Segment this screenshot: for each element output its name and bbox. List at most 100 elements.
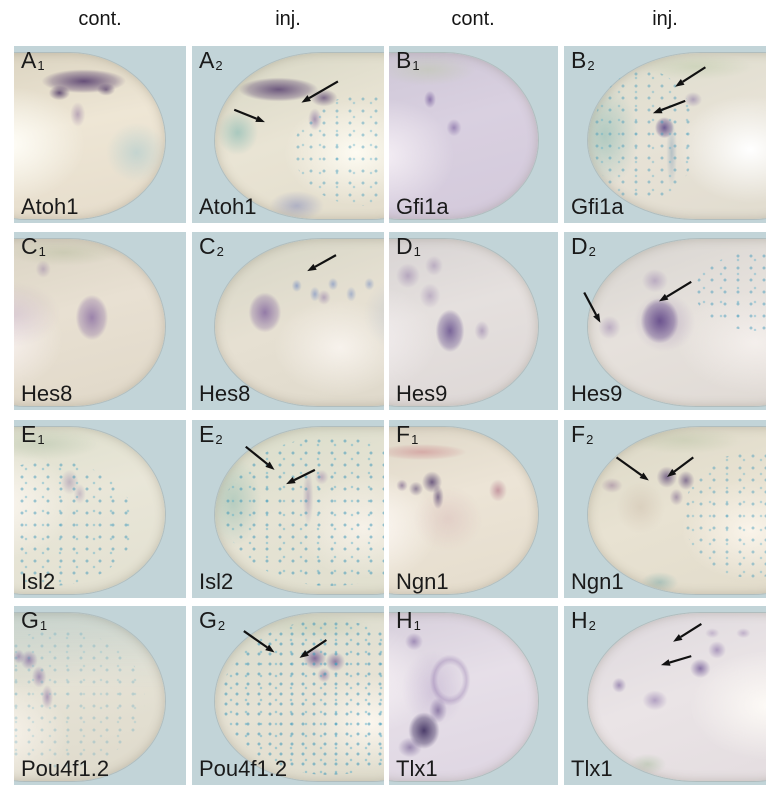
annotation-arrows xyxy=(652,66,706,114)
annotation-arrowhead xyxy=(299,650,309,658)
panel-letter: B xyxy=(571,47,587,73)
panel-letter-subscript: 2 xyxy=(216,244,224,259)
annotation-arrow xyxy=(245,445,269,466)
gene-label: Hes9 xyxy=(396,381,448,406)
panel-letter: D xyxy=(396,233,413,259)
embryo-image xyxy=(14,613,166,782)
panel-label: A2 xyxy=(199,48,223,72)
panel-A2: A2 Atoh1 xyxy=(192,46,384,223)
annotation-arrow xyxy=(306,639,328,654)
panel-letter: A xyxy=(199,47,215,73)
panel-letter-subscript: 2 xyxy=(588,618,596,633)
embryo-image xyxy=(389,427,538,595)
panel-letter-subscript: 1 xyxy=(38,244,46,259)
panel-letter-subscript: 1 xyxy=(37,58,45,73)
panel-letter: E xyxy=(199,421,215,447)
annotation-arrowhead xyxy=(265,644,275,653)
panel-F2: F2 Ngn1 xyxy=(564,420,766,598)
embryo-image xyxy=(215,239,384,407)
panel-C2: C2 Hes8 xyxy=(192,232,384,410)
embryo-image xyxy=(215,53,384,220)
column-header-inj-1: inj. xyxy=(275,8,301,30)
panel-A1: A1 Atoh1 xyxy=(14,46,186,223)
annotation-arrowhead xyxy=(652,106,663,114)
panel-label: D1 xyxy=(396,234,421,258)
panel-label: G2 xyxy=(199,608,225,632)
annotation-arrow xyxy=(669,655,692,664)
embryo-image xyxy=(588,239,766,407)
panel-letter: B xyxy=(396,47,412,73)
annotation-arrowhead xyxy=(593,313,601,323)
panel-D2: D2 Hes9 xyxy=(564,232,766,410)
gene-label: Tlx1 xyxy=(571,756,613,781)
panel-label: G1 xyxy=(21,608,47,632)
annotation-arrowhead xyxy=(265,461,275,470)
annotation-arrow xyxy=(673,456,694,473)
panel-label: C1 xyxy=(21,234,46,258)
gene-label: Ngn1 xyxy=(396,569,449,594)
panel-label: B1 xyxy=(396,48,420,72)
annotation-arrow xyxy=(660,99,686,112)
panel-letter-subscript: 1 xyxy=(37,432,45,447)
panel-letter: C xyxy=(199,233,216,259)
gene-label: Hes9 xyxy=(571,381,623,406)
column-header-cont-1: cont. xyxy=(78,8,122,30)
annotation-arrows xyxy=(660,622,702,666)
annotation-arrowhead xyxy=(286,477,296,485)
panel-label: H1 xyxy=(396,608,421,632)
panel-G1: G1 Pou4f1.2 xyxy=(14,606,186,785)
panel-B2: B2 Gfi1a xyxy=(564,46,766,223)
panel-letter: C xyxy=(21,233,38,259)
panel-letter: E xyxy=(21,421,37,447)
embryo-image xyxy=(14,427,166,595)
panel-label: C2 xyxy=(199,234,224,258)
annotation-arrow xyxy=(243,630,268,649)
panel-letter-subscript: 2 xyxy=(588,244,596,259)
annotation-arrowhead xyxy=(639,472,649,481)
panel-D1: D1 Hes9 xyxy=(389,232,558,410)
annotation-arrow xyxy=(680,622,702,638)
annotation-arrow xyxy=(293,468,316,482)
gene-label: Pou4f1.2 xyxy=(21,756,110,781)
panel-E2: E2 Isl2 xyxy=(192,420,384,598)
panel-label: E2 xyxy=(199,422,223,446)
annotation-arrow xyxy=(682,66,706,83)
panel-label: E1 xyxy=(21,422,45,446)
panel-letter: F xyxy=(396,421,411,447)
annotation-arrows xyxy=(243,630,328,658)
annotation-arrowhead xyxy=(667,468,677,477)
panel-letter-subscript: 2 xyxy=(217,618,226,633)
gene-label: Tlx1 xyxy=(396,756,438,781)
panel-F1: F1 Ngn1 xyxy=(389,420,558,598)
embryo-image xyxy=(215,427,384,595)
annotation-arrow xyxy=(583,292,598,316)
embryo-image xyxy=(588,53,766,220)
panel-label: H2 xyxy=(571,608,596,632)
panel-G2: G2 Pou4f1.2 xyxy=(192,606,384,785)
gene-label: Hes8 xyxy=(199,381,251,406)
embryo-image xyxy=(14,239,166,407)
annotation-arrows xyxy=(583,280,692,323)
panel-label: A1 xyxy=(21,48,45,72)
gene-label: Isl2 xyxy=(199,569,234,594)
embryo-image xyxy=(14,53,166,220)
annotation-arrowhead xyxy=(255,115,265,123)
annotation-arrowhead xyxy=(301,95,311,103)
panel-letter-subscript: 1 xyxy=(413,618,421,633)
annotation-arrows xyxy=(233,80,339,123)
gene-label: Pou4f1.2 xyxy=(199,756,288,781)
gene-label: Atoh1 xyxy=(21,194,79,219)
panel-letter-subscript: 1 xyxy=(39,618,48,633)
embryo-image xyxy=(389,239,538,407)
panel-B1: B1 Gfi1a xyxy=(389,46,558,223)
embryo-image xyxy=(389,53,538,220)
annotation-arrows xyxy=(307,254,337,272)
annotation-arrow xyxy=(314,254,337,268)
panel-letter-subscript: 1 xyxy=(411,432,419,447)
panel-letter: F xyxy=(571,421,586,447)
panel-letter-subscript: 1 xyxy=(412,58,420,73)
panel-letter-subscript: 2 xyxy=(215,432,223,447)
panel-label: F1 xyxy=(396,422,418,446)
annotation-arrow xyxy=(233,108,258,120)
